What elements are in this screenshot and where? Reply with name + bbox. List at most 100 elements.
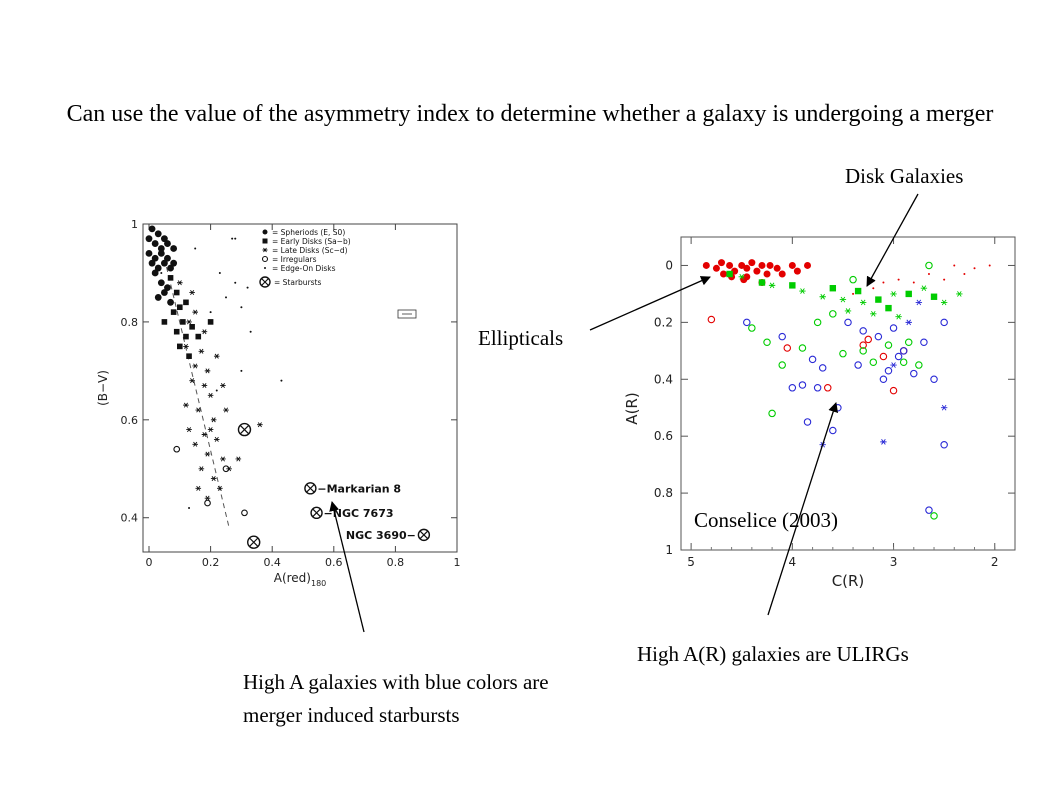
right-data-point-open-circle [859,347,867,355]
right-plot-frame [680,236,1016,551]
right-data-point-open-circle [743,318,751,327]
left-data-point-dot [209,311,212,314]
right-data-point-star [920,285,928,292]
right-data-point-star [895,313,902,320]
left-data-point-star [207,392,214,398]
left-data-point-dot [188,506,191,509]
right-data-point-dot [927,272,930,275]
left-data-point-star [186,427,192,433]
left-x-tick-label: 0.2 [202,556,220,569]
left-data-point-star [198,466,205,472]
right-data-point-filled-circle [712,264,720,272]
left-data-point-star [189,290,195,296]
left-data-point-dot [218,271,221,274]
right-data-point-dot [872,287,875,290]
left-data-point-filled-circle [145,249,153,257]
right-data-point-open-circle [778,361,786,369]
right-data-point-open-circle [869,358,878,366]
right-data-point-filled-square [905,290,912,298]
right-data-point-star [940,404,948,411]
left-data-point-open-circle [222,465,230,473]
right-data-point-open-circle [915,361,923,369]
left-legend-entry: = Early Disks (Sa−b) [272,237,351,246]
right-data-point-open-circle [904,338,913,347]
right-data-point-open-circle [859,341,867,349]
citation-label: Conselice (2003) [694,508,839,532]
right-data-point-star [880,439,887,445]
left-data-point-filled-square [173,289,180,296]
left-labeled-starburst-marker [417,528,431,542]
left-data-point-filled-square [183,299,189,306]
left-data-point-star [201,431,208,438]
left-data-point-filled-circle [170,259,178,267]
left-data-point-dot [240,369,243,372]
right-data-point-filled-circle [773,264,781,272]
left-data-point-filled-circle [157,279,165,287]
left-data-point-filled-circle [161,289,168,296]
left-data-point-dot [194,247,197,250]
right-y-tick-label: 0.6 [654,429,673,443]
right-data-point-star [799,288,806,294]
left-data-point-star [183,343,189,349]
right-data-point-star [819,293,826,300]
left-legend-entry: = Irregulars [272,255,317,264]
right-data-point-filled-circle [731,267,739,275]
left-data-point-filled-square [167,275,174,281]
right-data-point-open-circle [829,426,837,435]
left-data-point-dot [249,330,252,333]
left-y-tick-label: 0.6 [121,414,139,427]
left-data-point-star [183,402,189,408]
right-x-tick-label: 3 [890,555,898,569]
right-data-point-filled-circle [702,261,710,269]
right-data-point-open-circle [884,366,893,375]
left-data-point-dot [234,281,237,284]
left-legend-entry: = Edge-On Disks [272,264,336,273]
left-data-point-filled-square [161,319,168,325]
right-data-point-filled-square [875,296,882,303]
left-data-point-star [192,363,198,369]
right-data-point-star [905,319,912,326]
right-x-tick-label: 4 [789,555,797,569]
right-y-tick-label: 1 [665,543,673,557]
right-data-point-dot [953,264,956,267]
left-data-point-star [204,495,211,501]
right-data-point-open-circle [849,275,857,284]
left-data-point-filled-square [186,353,192,359]
left-legend-marker [262,229,268,235]
left-data-point-filled-square [177,343,183,350]
left-data-point-star [213,436,220,442]
disk-galaxies-label: Disk Galaxies [845,164,964,188]
left-legend-marker [261,255,269,263]
left-data-point-filled-circle [154,230,162,238]
left-data-point-star [257,422,263,428]
right-data-point-star [890,291,897,297]
right-data-point-open-circle [783,344,792,352]
left-data-point-star [192,441,198,447]
left-errorbar-box [397,309,417,319]
merger-starburst-label: High A galaxies with blue colors are mer… [243,670,549,727]
right-data-point-filled-circle [758,261,766,269]
right-y-tick-label: 0 [665,258,673,272]
right-data-point-filled-circle [743,264,751,272]
right-data-point-open-circle [894,352,903,361]
right-data-point-open-circle [920,338,928,347]
left-data-point-dot [240,306,243,309]
left-data-point-star [204,368,211,374]
left-data-point-filled-circle [148,259,156,267]
left-x-tick-label: 0.6 [325,556,343,569]
right-data-point-open-circle [803,418,812,426]
right-data-point-filled-square [726,270,733,278]
right-data-point-filled-circle [778,270,786,278]
left-data-point-filled-square [183,333,189,340]
right-data-point-open-circle [829,310,837,318]
left-legend-marker [262,247,268,253]
right-data-point-star [839,296,847,303]
left-data-point-circle-cross [247,535,261,549]
left-data-point-star [186,319,192,325]
left-data-point-star [189,378,195,384]
left-data-point-star [207,427,214,433]
right-data-point-dot [852,292,855,295]
left-data-point-star [210,417,217,423]
right-data-point-open-circle [763,338,771,347]
